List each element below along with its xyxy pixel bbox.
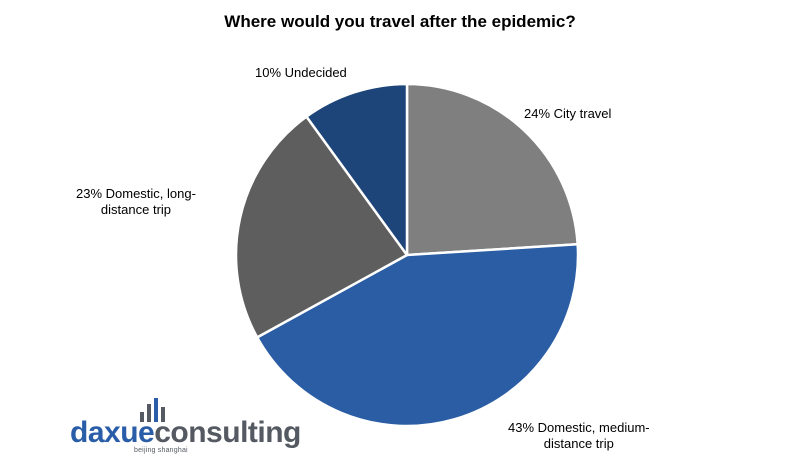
pie-slice-0 — [405, 82, 579, 257]
slice-label-city-travel: 24% City travel — [524, 106, 612, 121]
logo-tagline: beijing shanghai — [134, 447, 188, 454]
pie-slice-1 — [255, 243, 580, 428]
slice-label-medium-distance: 43% Domestic, medium- distance trip — [508, 420, 650, 451]
pie-slice-2 — [234, 115, 409, 339]
daxue-consulting-logo: daxueconsulting beijing shanghai — [70, 398, 310, 458]
pie-slice-3 — [305, 82, 409, 257]
logo-wordmark: daxueconsulting — [70, 416, 301, 449]
slice-label-undecided: 10% Undecided — [255, 65, 347, 80]
chart-title: Where would you travel after the epidemi… — [224, 12, 576, 31]
slice-label-long-distance: 23% Domestic, long- distance trip — [76, 186, 196, 217]
logo-bars-icon — [140, 398, 165, 422]
